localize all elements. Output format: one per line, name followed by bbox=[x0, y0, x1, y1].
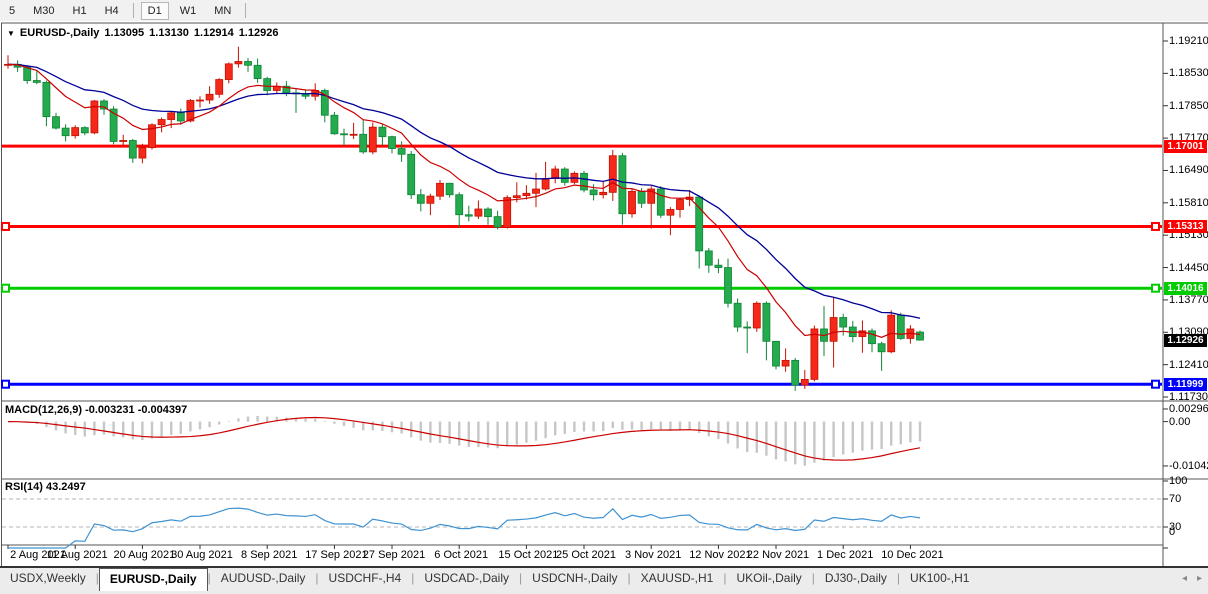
chart-symbol-label: EURUSD-,Daily bbox=[19, 27, 100, 39]
hline-handle[interactable] bbox=[1151, 283, 1160, 293]
date-axis-label: 8 Sep 2021 bbox=[241, 549, 298, 561]
timeframe-button-5[interactable]: 5 bbox=[9, 4, 16, 17]
timeframe-button-h1[interactable]: H1 bbox=[72, 4, 87, 17]
date-axis-label: 2 Aug 2021 bbox=[10, 549, 66, 561]
chart-tab-ukoil-daily[interactable]: UKOil-,Daily bbox=[736, 571, 802, 585]
macd-label: MACD(12,26,9) -0.003231 -0.004397 bbox=[5, 404, 188, 416]
timeframe-button-d1[interactable]: D1 bbox=[140, 1, 169, 20]
price-axis-label: 1.12410 bbox=[1169, 358, 1208, 371]
rsi-axis-label: 0 bbox=[1169, 526, 1176, 538]
tab-separator: | bbox=[95, 571, 99, 585]
timeframe-button-mn[interactable]: MN bbox=[214, 4, 232, 17]
toolbar-separator bbox=[132, 3, 134, 18]
chart-tab-dj30-daily[interactable]: DJ30-,Daily bbox=[824, 571, 887, 585]
price-axis-label: 1.14450 bbox=[1169, 261, 1208, 274]
hline-handle[interactable] bbox=[1, 283, 10, 293]
chart-tab-usdcnh-daily[interactable]: USDCNH-,Daily bbox=[532, 571, 618, 585]
price-axis-label: 1.11730 bbox=[1169, 391, 1208, 403]
chevron-down-icon: ▼ bbox=[7, 28, 15, 38]
rsi-line bbox=[8, 507, 921, 549]
macd-histogram bbox=[16, 416, 922, 466]
ma-slow-line[interactable] bbox=[7, 63, 921, 319]
rsi-axis-label: 30 bbox=[1169, 521, 1182, 533]
timeframe-toolbar: 5 M30 H1 H4 D1 W1 MN bbox=[0, 0, 1208, 21]
date-axis-label: 25 Oct 2021 bbox=[556, 549, 616, 561]
price-axis-label: 1.15810 bbox=[1169, 196, 1208, 209]
tab-separator: | bbox=[627, 571, 631, 585]
tab-separator: | bbox=[519, 571, 523, 585]
hline-handle[interactable] bbox=[1151, 221, 1160, 231]
chart-title: ▼ EURUSD-,Daily 1.13095 1.13130 1.12914 … bbox=[7, 27, 278, 39]
macd-signal-line bbox=[7, 416, 921, 461]
date-axis-label: 3 Nov 2021 bbox=[625, 549, 682, 561]
rsi-axis-label: 100 bbox=[1169, 475, 1188, 487]
tab-scroll-right-icon[interactable]: ▸ bbox=[1196, 573, 1202, 584]
date-axis-label: 17 Sep 2021 bbox=[305, 549, 368, 561]
tab-scroll-left-icon[interactable]: ◂ bbox=[1181, 573, 1187, 584]
date-axis-label: 1 Dec 2021 bbox=[817, 549, 874, 561]
macd-axis-label: 0.00 bbox=[1169, 415, 1191, 428]
rsi-label: RSI(14) 43.2497 bbox=[5, 481, 86, 493]
date-axis-label: 15 Oct 2021 bbox=[498, 549, 559, 561]
date-axis-label: 20 Aug 2021 bbox=[113, 549, 176, 561]
date-axis-label: 11 Aug 2021 bbox=[46, 549, 108, 561]
date-axis-label: 6 Oct 2021 bbox=[434, 549, 489, 561]
tab-separator: | bbox=[811, 571, 815, 585]
chart-tab-usdchf-h4[interactable]: USDCHF-,H4 bbox=[328, 571, 402, 585]
date-axis-label: 30 Aug 2021 bbox=[171, 549, 233, 561]
date-axis-label: 22 Nov 2021 bbox=[746, 549, 810, 561]
timeframe-button-w1[interactable]: W1 bbox=[179, 4, 197, 17]
chart-tabbar: USDX,Weekly | EURUSD-,Daily | AUDUSD-,Daily |… bbox=[0, 568, 1208, 594]
chart-bottom-border bbox=[0, 566, 1208, 568]
candlestick-series[interactable] bbox=[4, 46, 924, 391]
quote-close: 1.12926 bbox=[238, 27, 279, 39]
macd-axis-label: 0.002966 bbox=[1169, 402, 1208, 415]
date-axis-label: 27 Sep 2021 bbox=[362, 549, 426, 561]
hline-handle[interactable] bbox=[1, 221, 10, 231]
price-axis-label: 1.16490 bbox=[1169, 164, 1208, 177]
price-axis-label: 1.13770 bbox=[1169, 293, 1208, 306]
hline-price-badge: 1.11999 bbox=[1164, 377, 1207, 391]
price-axis-label: 1.17850 bbox=[1169, 99, 1208, 112]
hline-price-badge: 1.17001 bbox=[1164, 139, 1207, 153]
ma-fast-line[interactable] bbox=[7, 63, 921, 338]
hline-handle[interactable] bbox=[1151, 379, 1160, 389]
tab-separator: | bbox=[723, 571, 727, 585]
price-axis-label: 1.19210 bbox=[1169, 35, 1208, 47]
chart-tab-eurusd-daily[interactable]: EURUSD-,Daily bbox=[98, 568, 208, 591]
current-price-badge: 1.12926 bbox=[1164, 333, 1207, 347]
tab-scroll-nav: ◂ ▸ bbox=[1182, 573, 1202, 584]
date-axis-label: 12 Nov 2021 bbox=[689, 549, 752, 561]
macd-axis-label: -0.010422 bbox=[1169, 459, 1208, 472]
quote-open: 1.13095 bbox=[104, 27, 145, 39]
quote-high: 1.13130 bbox=[149, 27, 189, 39]
tab-separator: | bbox=[207, 571, 211, 585]
date-axis-label: 10 Dec 2021 bbox=[881, 549, 944, 561]
chart-tab-xauusd-h1[interactable]: XAUUSD-,H1 bbox=[640, 571, 714, 585]
hline-handle[interactable] bbox=[1, 379, 10, 389]
chart-tab-usdcad-daily[interactable]: USDCAD-,Daily bbox=[424, 571, 510, 585]
hline-price-badge: 1.14016 bbox=[1164, 281, 1207, 295]
timeframe-button-m30[interactable]: M30 bbox=[33, 4, 55, 17]
chart-tab-usdx-weekly[interactable]: USDX,Weekly bbox=[10, 571, 86, 585]
timeframe-button-h4[interactable]: H4 bbox=[104, 4, 119, 17]
quote-low: 1.12914 bbox=[193, 27, 234, 39]
price-axis-label: 1.18530 bbox=[1169, 67, 1208, 80]
tab-separator: | bbox=[896, 571, 901, 585]
tab-separator: | bbox=[315, 571, 319, 585]
rsi-axis-label: 70 bbox=[1169, 493, 1182, 505]
tab-separator: | bbox=[411, 571, 415, 585]
chart-tab-uk100-h1[interactable]: UK100-,H1 bbox=[910, 571, 970, 585]
chart-tab-audusd-daily[interactable]: AUDUSD-,Daily bbox=[220, 571, 306, 585]
hline-price-badge: 1.15313 bbox=[1164, 219, 1207, 233]
toolbar-separator bbox=[245, 3, 247, 18]
